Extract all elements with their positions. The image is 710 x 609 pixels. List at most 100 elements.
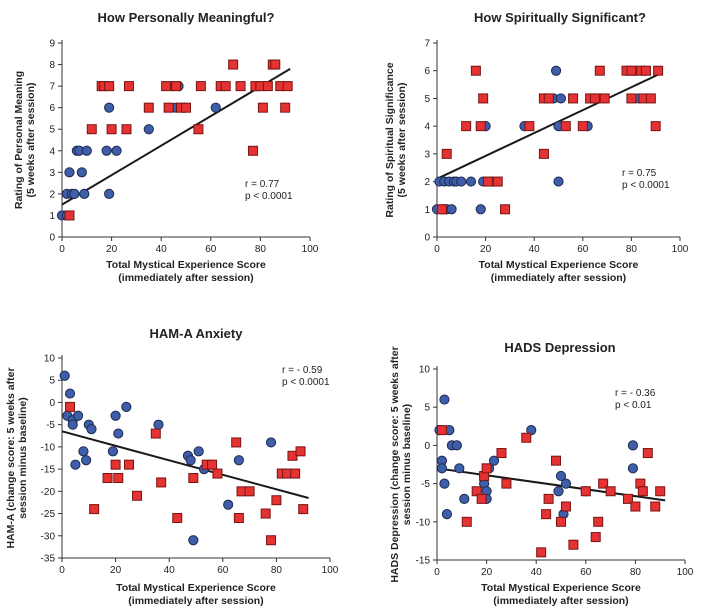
data-point-square [536,547,547,558]
data-point-square [543,493,554,504]
y-tick-label: -25 [41,509,56,520]
data-point-square [172,513,183,523]
data-point-square [233,513,244,523]
data-point-circle [188,535,199,546]
data-point-square [132,490,143,501]
y-axis-label: session minus baseline) [17,397,29,518]
stat-annotation: r = 0.77 [245,179,280,190]
data-point-circle [553,176,564,187]
x-axis-label: Total Mystical Experience Score [481,582,641,594]
data-point-circle [560,478,572,489]
data-point-circle [67,419,78,430]
data-point-circle [553,486,564,497]
data-point-circle [78,446,89,457]
data-point-square [577,121,588,132]
data-point-circle [70,459,81,470]
data-point-square [436,425,447,436]
x-tick-label: 60 [577,244,589,255]
y-tick-label: -5 [421,479,430,490]
data-point-square [212,468,223,479]
regression-line [61,68,291,206]
data-point-circle [233,455,244,466]
data-point-square [640,65,651,76]
x-tick-label: 40 [156,244,168,255]
data-point-square [231,437,242,448]
y-tick-label: 3 [49,168,55,179]
x-axis-label: (immediately after session) [491,272,626,284]
data-point-circle [459,493,470,504]
data-point-circle [81,145,92,156]
data-point-square [181,102,191,113]
data-point-circle [143,124,154,135]
data-point-square [104,81,115,92]
x-axis-label: Total Mystical Experience Score [479,259,639,271]
y-tick-label: 10 [44,354,56,365]
data-point-square [461,516,472,527]
data-point-square [193,124,204,135]
x-tick-label: 20 [106,244,118,255]
data-point-square [461,121,472,132]
data-point-square [89,504,100,515]
data-point-square [478,93,489,104]
chart-title: HADS Depression [504,340,615,355]
y-tick-label: 0 [49,233,55,244]
data-point-square [580,486,591,497]
data-point-square [110,459,121,470]
chart-panel-3: HAM-A Anxiety 0 20 40 60 80 100 10 5 0 -5 -10 -15 -20… [5,326,339,607]
data-point-square [496,448,507,459]
data-point-square [228,59,239,70]
y-axis-label: HADS Depression (change score: 5 weeks a… [389,346,401,582]
x-tick-label: 40 [164,565,176,576]
regression-line [436,72,661,180]
data-point-square [64,210,75,221]
data-point-circle [627,463,639,474]
y-tick-label: -10 [416,517,431,528]
y-axis-label: HAM-A (change score: 5 weeks after [5,367,17,548]
data-point-square [650,121,661,132]
data-point-square [441,148,452,159]
data-point-circle [488,455,500,466]
stat-annotation: p < 0.0001 [245,191,293,202]
y-tick-label: 6 [424,66,430,77]
data-point-square [630,501,641,512]
y-tick-label: 0 [424,233,430,244]
data-point-square [556,516,566,527]
x-tick-label: 100 [322,565,339,576]
data-point-square [188,473,199,483]
data-point-square [653,65,664,76]
data-point-circle [265,437,277,448]
data-point-circle [439,394,450,405]
data-point-square [560,501,571,512]
data-point-circle [111,145,122,156]
data-point-circle [81,455,92,466]
data-point-circle [436,463,448,474]
stat-annotation: r = 0.75 [622,168,657,179]
data-point-square [650,501,661,512]
x-tick-label: 100 [672,244,689,255]
data-point-square [626,93,637,104]
x-tick-label: 40 [531,567,543,578]
data-point-circle [465,176,477,187]
data-point-circle [107,446,119,457]
x-tick-label: 60 [217,565,229,576]
y-tick-label: 0 [49,398,55,409]
y-axis-label: (5 weeks after session) [396,83,408,198]
data-point-circle [113,428,124,439]
y-tick-label: 5 [424,403,430,414]
data-point-square [195,81,206,92]
data-point-square [593,516,604,527]
y-tick-label: 5 [49,376,55,387]
data-point-circle [627,440,639,451]
data-point-square [521,432,532,443]
y-tick-label: -10 [41,442,56,453]
x-tick-label: 20 [481,567,493,578]
y-tick-label: 4 [424,122,430,133]
y-tick-label: -5 [46,420,55,431]
data-point-square [560,121,571,132]
y-axis-label: session minus baseline) [401,404,413,525]
x-axis-label: (immediately after session) [128,595,263,607]
data-point-square [605,486,616,497]
data-point-circle [451,440,462,451]
data-point-square [538,148,549,159]
x-tick-label: 80 [271,565,283,576]
